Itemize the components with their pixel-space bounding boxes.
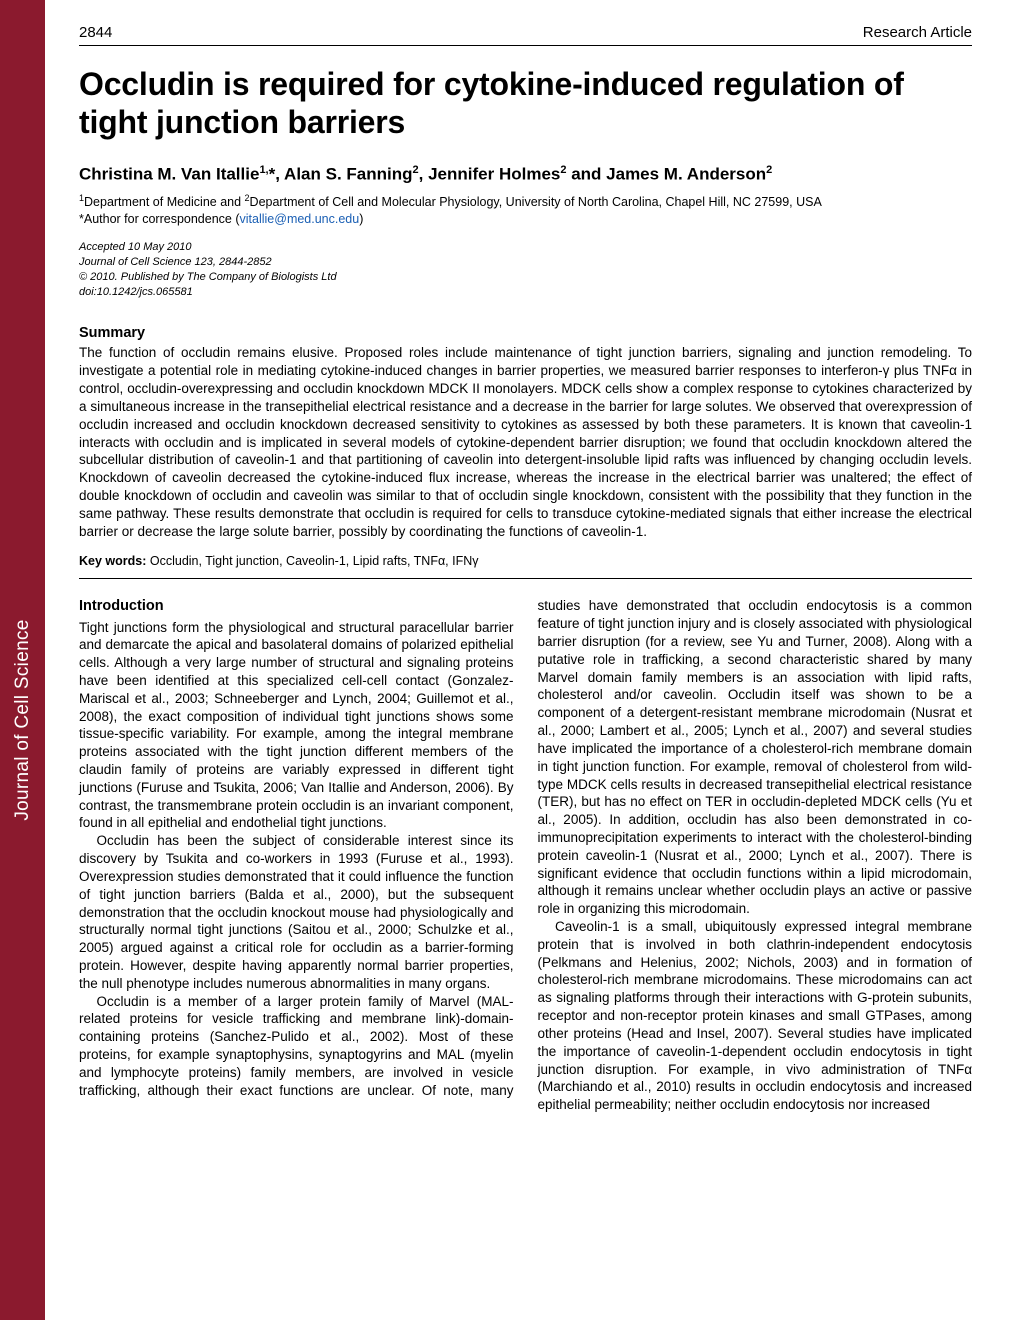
article-content: 2844 Research Article Occludin is requir… — [45, 0, 1020, 1320]
section-divider — [79, 578, 972, 579]
keywords-label: Key words: — [79, 554, 146, 568]
intro-para-4: Caveolin-1 is a small, ubiquitously expr… — [538, 918, 973, 1114]
journal-sidebar: Journal of Cell Science — [0, 0, 45, 1320]
keywords-text: Occludin, Tight junction, Caveolin-1, Li… — [146, 554, 478, 568]
copyright: © 2010. Published by The Company of Biol… — [79, 270, 972, 285]
correspondence-suffix: ) — [359, 212, 363, 226]
authors: Christina M. Van Itallie1,*, Alan S. Fan… — [79, 164, 972, 185]
keywords: Key words: Occludin, Tight junction, Cav… — [79, 554, 972, 568]
article-type: Research Article — [863, 24, 972, 41]
correspondence: *Author for correspondence (vitallie@med… — [79, 211, 972, 228]
intro-para-2: Occludin has been the subject of conside… — [79, 832, 514, 992]
introduction-columns: Introduction Tight junctions form the ph… — [79, 597, 972, 1114]
article-title: Occludin is required for cytokine-induce… — [79, 66, 972, 142]
intro-para-1: Tight junctions form the physiological a… — [79, 619, 514, 833]
summary-heading: Summary — [79, 325, 972, 341]
affiliations-block: 1Department of Medicine and 2Department … — [79, 192, 972, 228]
journal-name-vertical: Journal of Cell Science — [12, 619, 34, 820]
page-header: 2844 Research Article — [79, 24, 972, 46]
citation: Journal of Cell Science 123, 2844-2852 — [79, 255, 972, 270]
correspondence-prefix: *Author for correspondence ( — [79, 212, 240, 226]
summary-text: The function of occludin remains elusive… — [79, 344, 972, 540]
correspondence-email-link[interactable]: vitallie@med.unc.edu — [240, 212, 360, 226]
introduction-heading: Introduction — [79, 597, 514, 616]
page-number: 2844 — [79, 24, 112, 41]
article-meta: Accepted 10 May 2010 Journal of Cell Sci… — [79, 240, 972, 299]
accepted-date: Accepted 10 May 2010 — [79, 240, 972, 255]
doi: doi:10.1242/jcs.065581 — [79, 285, 972, 300]
affiliations: 1Department of Medicine and 2Department … — [79, 192, 972, 211]
